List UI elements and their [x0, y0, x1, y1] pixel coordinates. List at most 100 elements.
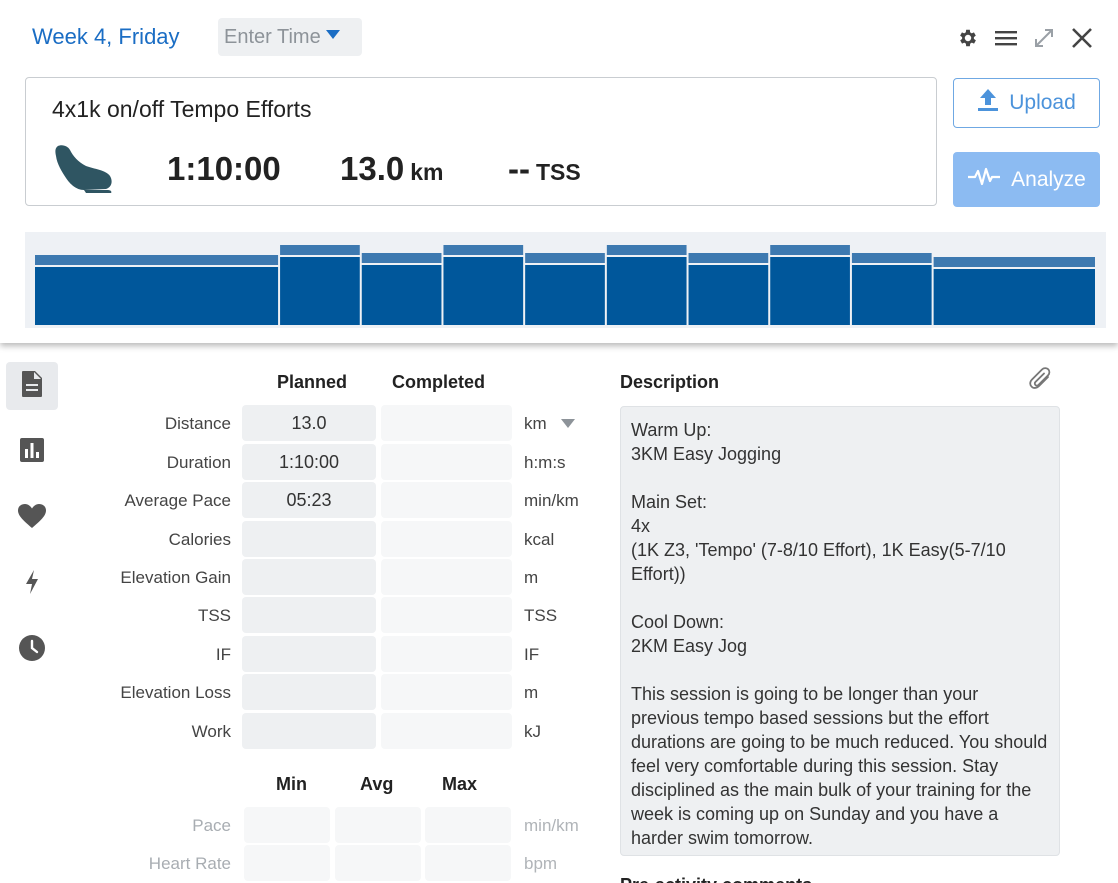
interval-block-2[interactable] — [361, 265, 442, 325]
if-unit: IF — [524, 645, 540, 664]
interval-cap-5 — [606, 245, 687, 255]
pace-max-input[interactable] — [425, 807, 511, 843]
nav-charts[interactable] — [6, 428, 58, 476]
elevation-gain-planned-input[interactable] — [242, 559, 376, 595]
menu-icon[interactable] — [994, 26, 1018, 50]
calories-planned-input[interactable] — [242, 521, 376, 557]
close-icon[interactable] — [1070, 26, 1094, 50]
interval-block-9[interactable] — [933, 269, 1095, 325]
nav-description[interactable] — [6, 362, 58, 410]
duration-completed-input[interactable] — [381, 444, 512, 480]
interval-block-8[interactable] — [851, 265, 932, 325]
average-pace-completed-input[interactable] — [381, 482, 512, 518]
interval-cap-9 — [933, 257, 1095, 267]
duration-planned-input[interactable]: 1:10:00 — [242, 444, 376, 480]
max-column-header: Max — [442, 774, 478, 794]
distance-unit: km — [410, 159, 444, 185]
nav-heart-rate[interactable] — [6, 494, 58, 542]
workout-header-panel: Week 4, Friday Enter Time 4x1k on/off Te… — [0, 0, 1118, 343]
description-heading: Description — [620, 372, 720, 392]
tss-value: -- — [508, 150, 530, 187]
duration-value: 1:10:00 — [167, 150, 281, 187]
interval-block-6[interactable] — [688, 265, 769, 325]
analyze-button[interactable]: Analyze — [953, 152, 1100, 207]
interval-cap-4 — [525, 253, 605, 263]
interval-block-5[interactable] — [606, 257, 687, 325]
interval-block-4[interactable] — [525, 265, 605, 325]
if-planned-input[interactable] — [242, 636, 376, 672]
if-completed-input[interactable] — [381, 636, 512, 672]
interval-cap-8 — [851, 253, 932, 263]
heart-rate-max-input[interactable] — [425, 845, 511, 881]
tss-unit: TSS — [535, 159, 581, 185]
pulse-icon — [967, 166, 1001, 194]
workout-title: 4x1k on/off Tempo Efforts — [52, 96, 312, 122]
interval-block-3[interactable] — [443, 257, 524, 325]
day-title: Week 4, Friday — [32, 24, 180, 49]
elevation-loss-completed-input[interactable] — [381, 674, 512, 710]
pace-min-input[interactable] — [244, 807, 330, 843]
nav-history[interactable] — [6, 626, 58, 674]
bar-chart-icon — [19, 437, 45, 468]
nav-power[interactable] — [6, 560, 58, 608]
pace-unit: min/km — [524, 816, 579, 835]
heart-rate-label: Heart Rate — [148, 854, 231, 873]
metric-label-if: IF — [215, 645, 231, 664]
calories-unit: kcal — [524, 530, 555, 549]
workout-structure-svg — [35, 245, 1095, 325]
tss-unit-label: TSS — [524, 606, 558, 625]
expand-icon[interactable] — [1032, 26, 1056, 50]
interval-block-1[interactable] — [280, 257, 360, 325]
distance-completed-input[interactable] — [381, 405, 512, 441]
side-nav — [6, 362, 58, 692]
elevation-gain-completed-input[interactable] — [381, 559, 512, 595]
description-text[interactable]: Warm Up: 3KM Easy Jogging Main Set: 4x (… — [620, 406, 1060, 856]
tss-planned-input[interactable] — [242, 597, 376, 633]
gear-icon[interactable] — [956, 26, 980, 50]
metric-label-duration: Duration — [166, 453, 231, 472]
interval-cap-6 — [688, 253, 769, 263]
pace-label: Pace — [192, 816, 231, 835]
distance-planned-input[interactable]: 13.0 — [242, 405, 376, 441]
upload-button[interactable]: Upload — [953, 78, 1100, 128]
enter-time-placeholder: Enter Time — [224, 25, 321, 48]
distance-stat: 13.0 km — [340, 150, 443, 188]
metric-label-work: Work — [191, 722, 231, 741]
interval-cap-1 — [280, 245, 360, 255]
metric-label-distance: Distance — [164, 414, 231, 433]
unit-caret-down-icon[interactable] — [561, 419, 575, 428]
duration-stat: 1:10:00 — [167, 150, 281, 188]
interval-cap-0 — [35, 255, 279, 265]
duration-unit: h:m:s — [524, 453, 566, 472]
heart-rate-avg-input[interactable] — [335, 845, 421, 881]
work-completed-input[interactable] — [381, 713, 512, 749]
min-column-header: Min — [276, 774, 307, 794]
work-unit: kJ — [524, 722, 541, 741]
paperclip-icon[interactable] — [1028, 366, 1054, 399]
interval-cap-2 — [361, 253, 442, 263]
interval-cap-3 — [443, 245, 524, 255]
interval-block-0[interactable] — [35, 267, 279, 325]
window-controls — [956, 26, 1094, 50]
heart-icon — [17, 503, 47, 534]
heart-rate-min-input[interactable] — [244, 845, 330, 881]
elevation-gain-unit: m — [524, 568, 539, 587]
tss-stat: -- TSS — [508, 150, 581, 188]
pre-activity-comments-heading: Pre-activity comments — [620, 875, 812, 883]
enter-time-dropdown[interactable]: Enter Time — [218, 18, 362, 56]
tss-completed-input[interactable] — [381, 597, 512, 633]
calories-completed-input[interactable] — [381, 521, 512, 557]
heart-rate-unit: bpm — [524, 854, 558, 873]
clock-icon — [18, 634, 46, 667]
metric-label-tss: TSS — [197, 606, 231, 625]
work-planned-input[interactable] — [242, 713, 376, 749]
elevation-loss-planned-input[interactable] — [242, 674, 376, 710]
interval-cap-7 — [770, 245, 850, 255]
upload-icon — [977, 88, 999, 118]
elevation-loss-unit: m — [524, 683, 539, 702]
average-pace-planned-input[interactable]: 05:23 — [242, 482, 376, 518]
distance-unit-select[interactable]: km — [524, 414, 547, 433]
lightning-icon — [24, 569, 40, 600]
pace-avg-input[interactable] — [335, 807, 421, 843]
interval-block-7[interactable] — [770, 257, 850, 325]
